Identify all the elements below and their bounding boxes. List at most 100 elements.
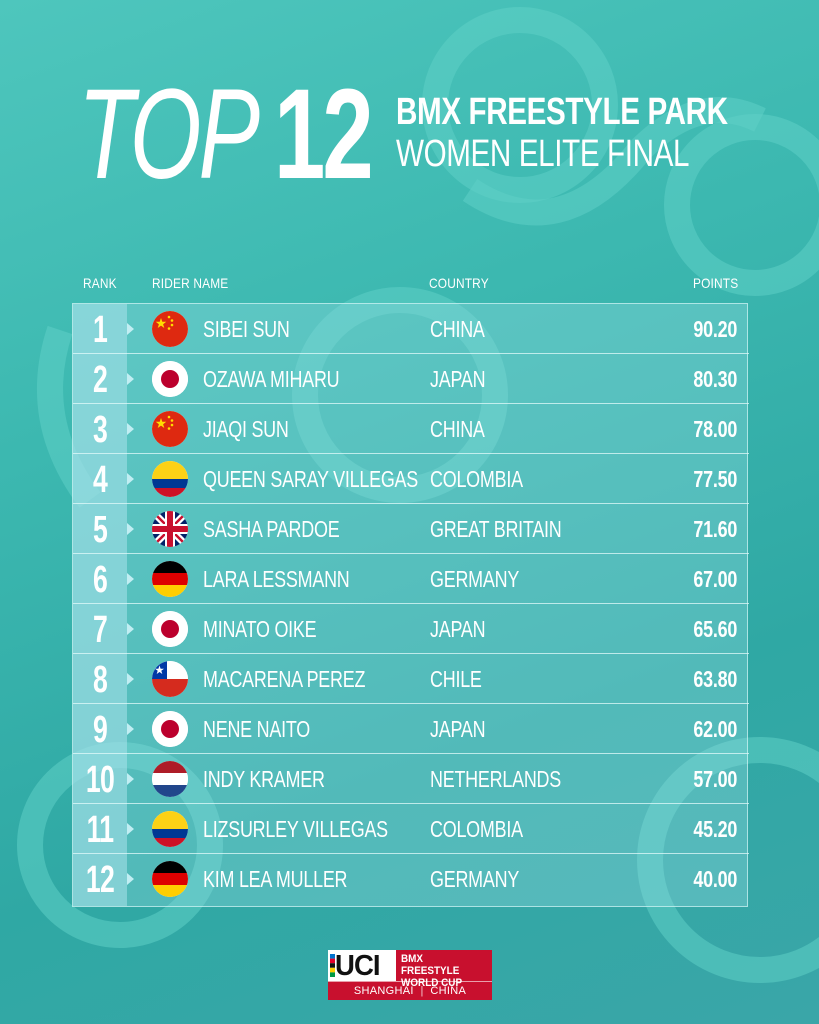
row-arrow-icon <box>127 673 134 685</box>
table-row: 6 LARA LESSMANN GERMANY 67.00 <box>73 554 749 604</box>
column-header-country: COUNTRY <box>429 275 489 291</box>
rider-country: CHILE <box>430 666 482 692</box>
event-subtitle: WOMEN ELITE FINAL <box>396 133 690 175</box>
column-header-points: POINTS <box>693 275 739 291</box>
rider-country: GERMANY <box>430 566 520 592</box>
rider-country: JAPAN <box>430 716 486 742</box>
rider-country: NETHERLANDS <box>430 766 562 792</box>
colombia-flag-icon <box>152 811 188 847</box>
colombia-flag-icon <box>152 461 188 497</box>
rider-country: COLOMBIA <box>430 816 523 842</box>
rider-name: QUEEN SARAY VILLEGAS <box>203 466 419 492</box>
rank-number: 4 <box>92 459 108 501</box>
rider-points: 40.00 <box>693 866 737 892</box>
results-table: 1 SIBEI SUN CHINA 90.20 2 OZAWA MIHARU JAPAN 80… <box>72 303 749 907</box>
rider-country: CHINA <box>430 316 485 342</box>
uci-mark: UCI <box>328 950 396 981</box>
table-row: 8 MACARENA PEREZ CHILE 63.80 <box>73 654 749 704</box>
rank-number: 3 <box>92 409 108 451</box>
row-arrow-icon <box>127 323 134 335</box>
rider-points: 62.00 <box>693 716 737 742</box>
row-arrow-icon <box>127 823 134 835</box>
rider-points: 78.00 <box>693 416 737 442</box>
logo-city: SHANGHAI <box>353 985 414 997</box>
japan-flag-icon <box>152 711 188 747</box>
rank-column <box>73 304 127 906</box>
rider-name: LIZSURLEY VILLEGAS <box>203 816 388 842</box>
title-top-word: TOP <box>78 63 260 206</box>
rank-number: 8 <box>92 659 108 701</box>
column-header-rank: RANK <box>83 275 117 291</box>
column-header-rider: RIDER NAME <box>152 275 229 291</box>
table-row: 1 SIBEI SUN CHINA 90.20 <box>73 304 749 354</box>
table-row: 9 NENE NAITO JAPAN 62.00 <box>73 704 749 754</box>
rider-country: JAPAN <box>430 366 486 392</box>
rank-number: 10 <box>85 759 115 801</box>
rider-country: GREAT BRITAIN <box>430 516 562 542</box>
row-arrow-icon <box>127 523 134 535</box>
title-top-number: 12 <box>274 63 374 206</box>
rider-points: 90.20 <box>693 316 737 342</box>
germany-flag-icon <box>152 561 188 597</box>
table-row: 10 INDY KRAMER NETHERLANDS 57.00 <box>73 754 749 804</box>
rank-number: 2 <box>92 359 108 401</box>
rank-number: 12 <box>85 859 115 901</box>
rank-number: 11 <box>86 809 114 851</box>
rank-number: 7 <box>92 609 108 651</box>
rider-name: SIBEI SUN <box>203 316 290 342</box>
logo-title: BMX FREESTYLE WORLD CUP <box>401 953 463 989</box>
rider-country: CHINA <box>430 416 485 442</box>
row-arrow-icon <box>127 373 134 385</box>
chile-flag-icon <box>152 661 188 697</box>
rider-country: GERMANY <box>430 866 520 892</box>
rider-name: INDY KRAMER <box>203 766 325 792</box>
event-title: BMX FREESTYLE PARK <box>396 91 728 133</box>
table-row: 2 OZAWA MIHARU JAPAN 80.30 <box>73 354 749 404</box>
japan-flag-icon <box>152 361 188 397</box>
rank-number: 5 <box>92 509 108 551</box>
row-arrow-icon <box>127 573 134 585</box>
table-row: 11 LIZSURLEY VILLEGAS COLOMBIA 45.20 <box>73 804 749 854</box>
japan-flag-icon <box>152 611 188 647</box>
rank-number: 6 <box>92 559 108 601</box>
rainbow-stripes-icon <box>330 954 335 977</box>
rider-name: OZAWA MIHARU <box>203 366 340 392</box>
china-flag-icon <box>152 311 188 347</box>
rider-name: MINATO OIKE <box>203 616 317 642</box>
great-britain-flag-icon <box>152 511 188 547</box>
rank-number: 9 <box>92 709 108 751</box>
table-row: 3 JIAQI SUN CHINA 78.00 <box>73 404 749 454</box>
rider-country: COLOMBIA <box>430 466 523 492</box>
row-arrow-icon <box>127 773 134 785</box>
uci-world-cup-logo: UCI BMX FREESTYLE WORLD CUP SHANGHAI | C… <box>328 950 492 1000</box>
rider-name: NENE NAITO <box>203 716 310 742</box>
table-row: 5 SASHA PARDOE GREAT BRITAIN 71.60 <box>73 504 749 554</box>
rank-number: 1 <box>92 309 108 351</box>
rider-name: KIM LEA MULLER <box>203 866 348 892</box>
rider-points: 80.30 <box>693 366 737 392</box>
netherlands-flag-icon <box>152 761 188 797</box>
rider-points: 71.60 <box>693 516 737 542</box>
table-row: 4 QUEEN SARAY VILLEGAS COLOMBIA 77.50 <box>73 454 749 504</box>
row-arrow-icon <box>127 473 134 485</box>
table-row: 7 MINATO OIKE JAPAN 65.60 <box>73 604 749 654</box>
germany-flag-icon <box>152 861 188 897</box>
rider-points: 77.50 <box>693 466 737 492</box>
rider-points: 57.00 <box>693 766 737 792</box>
row-arrow-icon <box>127 423 134 435</box>
rider-points: 65.60 <box>693 616 737 642</box>
row-arrow-icon <box>127 623 134 635</box>
rider-points: 63.80 <box>693 666 737 692</box>
uci-logo-text: UCI <box>335 950 381 982</box>
row-arrow-icon <box>127 723 134 735</box>
row-arrow-icon <box>127 873 134 885</box>
rider-points: 67.00 <box>693 566 737 592</box>
rider-name: LARA LESSMANN <box>203 566 350 592</box>
rider-points: 45.20 <box>693 816 737 842</box>
rider-name: MACARENA PEREZ <box>203 666 366 692</box>
logo-location: SHANGHAI | CHINA <box>328 981 492 1001</box>
rider-name: SASHA PARDOE <box>203 516 340 542</box>
table-row: 12 KIM LEA MULLER GERMANY 40.00 <box>73 854 749 904</box>
rider-country: JAPAN <box>430 616 486 642</box>
logo-country: CHINA <box>430 985 467 997</box>
